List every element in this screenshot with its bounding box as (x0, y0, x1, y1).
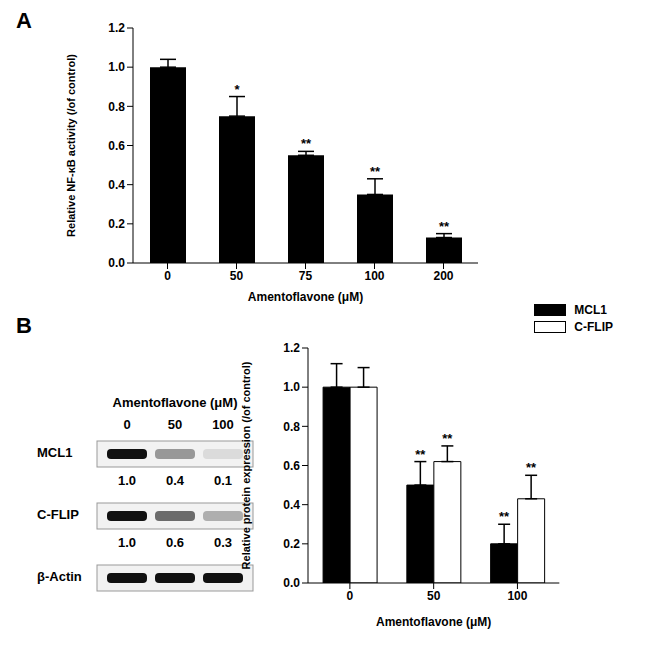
html-text:A: A (16, 8, 32, 33)
svg-text:**: ** (499, 509, 510, 524)
svg-text:1.0: 1.0 (118, 535, 136, 550)
svg-text:Relative NF-κB activity (/of c: Relative NF-κB activity (/of control) (65, 54, 77, 237)
svg-text:C-FLIP: C-FLIP (37, 507, 79, 522)
svg-text:Relative protein expression (/: Relative protein expression (/of control… (240, 361, 252, 569)
svg-text:1.0: 1.0 (118, 473, 136, 488)
svg-text:Amentoflavone (μM): Amentoflavone (μM) (248, 290, 363, 304)
svg-text:1.2: 1.2 (283, 341, 300, 355)
svg-text:0: 0 (164, 269, 171, 283)
svg-text:0.2: 0.2 (108, 217, 125, 231)
svg-text:β-Actin: β-Actin (37, 569, 82, 584)
svg-text:200: 200 (433, 269, 453, 283)
svg-text:**: ** (370, 164, 381, 179)
svg-text:Amentoflavone (μM): Amentoflavone (μM) (376, 615, 491, 629)
svg-text:0: 0 (347, 589, 354, 603)
svg-text:**: ** (526, 460, 537, 475)
svg-text:75: 75 (299, 269, 313, 283)
svg-text:50: 50 (168, 417, 182, 432)
svg-text:Amentoflavone (μM): Amentoflavone (μM) (113, 395, 238, 410)
svg-text:100: 100 (364, 269, 384, 283)
svg-text:**: ** (439, 219, 450, 234)
svg-text:*: * (234, 82, 240, 97)
svg-text:1.0: 1.0 (108, 60, 125, 74)
svg-text:**: ** (442, 431, 453, 446)
svg-text:1.2: 1.2 (108, 21, 125, 35)
html-text:C-FLIP: C-FLIP (574, 320, 613, 334)
svg-text:0.1: 0.1 (214, 473, 232, 488)
svg-text:0.6: 0.6 (108, 139, 125, 153)
svg-text:0.6: 0.6 (166, 535, 184, 550)
svg-text:100: 100 (507, 589, 527, 603)
svg-text:0.0: 0.0 (108, 256, 125, 270)
svg-text:50: 50 (230, 269, 244, 283)
svg-text:0: 0 (123, 417, 130, 432)
svg-text:0.4: 0.4 (108, 178, 125, 192)
svg-text:50: 50 (427, 589, 441, 603)
svg-text:0.8: 0.8 (108, 100, 125, 114)
svg-text:0.6: 0.6 (283, 459, 300, 473)
svg-text:MCL1: MCL1 (37, 445, 72, 460)
svg-text:**: ** (301, 136, 312, 151)
svg-text:**: ** (415, 447, 426, 462)
html-text:MCL1: MCL1 (574, 303, 607, 317)
svg-text:0.0: 0.0 (283, 576, 300, 590)
html-text:B: B (16, 313, 32, 338)
svg-text:0.8: 0.8 (283, 420, 300, 434)
svg-text:0.3: 0.3 (214, 535, 232, 550)
svg-text:1.0: 1.0 (283, 380, 300, 394)
svg-text:0.4: 0.4 (283, 498, 300, 512)
svg-text:0.4: 0.4 (166, 473, 185, 488)
svg-text:100: 100 (212, 417, 234, 432)
svg-text:0.2: 0.2 (283, 537, 300, 551)
